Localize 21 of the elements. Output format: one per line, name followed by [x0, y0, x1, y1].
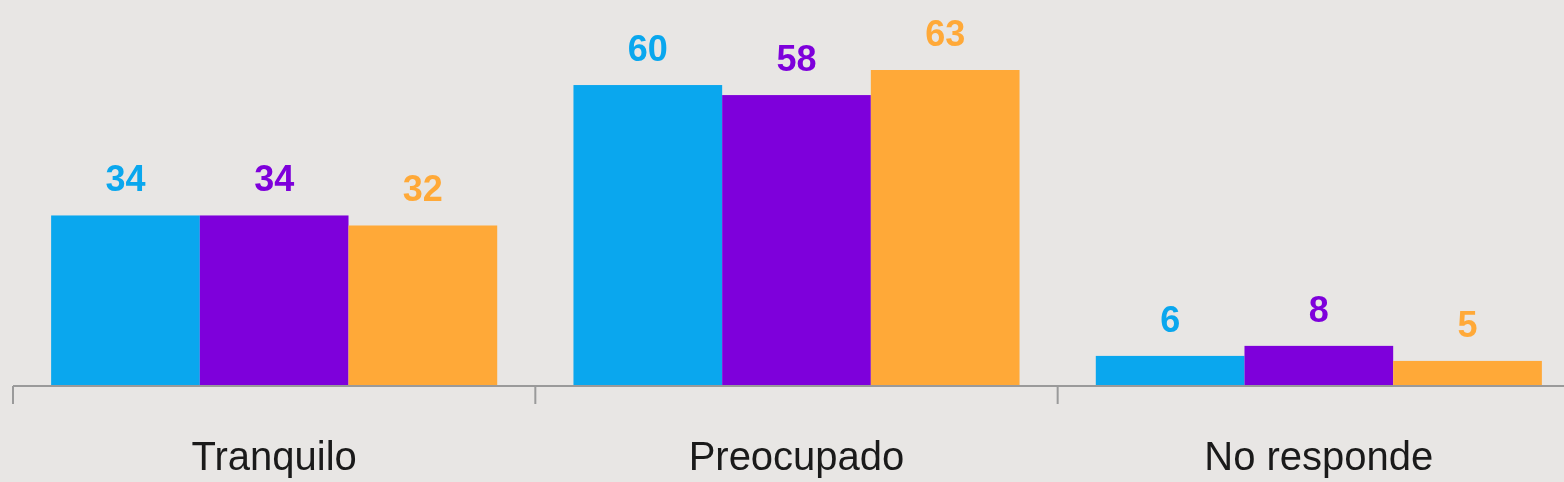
x-tick-label: Preocupado [688, 434, 905, 478]
bar [348, 225, 498, 386]
data-label: 6 [1160, 298, 1181, 340]
data-label: 8 [1308, 288, 1329, 330]
data-label: 34 [254, 158, 295, 200]
bar [1393, 360, 1542, 386]
data-label: 60 [627, 28, 668, 70]
bar [870, 70, 1020, 386]
data-label: 34 [105, 158, 146, 200]
data-label: 32 [402, 168, 443, 210]
bar [1095, 355, 1245, 386]
bar [51, 215, 200, 386]
bar [1244, 345, 1394, 386]
bar [722, 95, 871, 386]
data-label: 63 [925, 13, 966, 54]
data-label: 58 [776, 38, 817, 80]
x-tick-label: No responde [1204, 434, 1434, 478]
bar [199, 215, 349, 386]
x-tick-label: Tranquilo [191, 434, 357, 478]
data-label: 5 [1457, 303, 1478, 345]
bar [573, 85, 723, 386]
